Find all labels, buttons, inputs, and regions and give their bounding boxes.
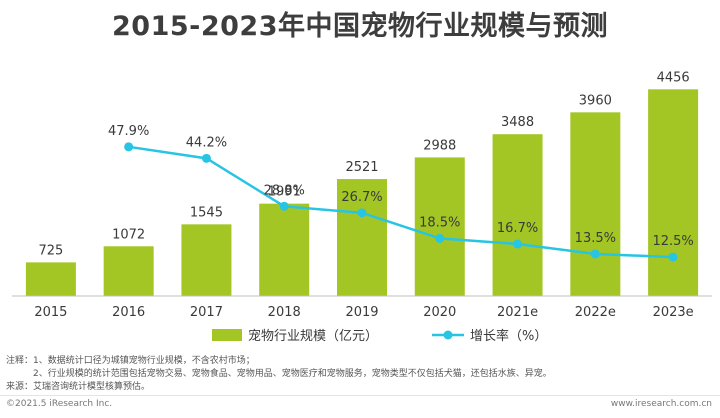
growth-label-2022e: 13.5%: [575, 231, 616, 246]
bar-2020: [414, 157, 465, 296]
legend: 宠物行业规模（亿元） 增长率（%）: [212, 328, 547, 344]
x-axis-tick-labels: 2015 2016 2017 2018 2019 2020 2021e 2022e 2023e: [34, 305, 693, 320]
bar-label-2021e: 3488: [501, 115, 534, 130]
footer-copyright: ©2021.5 iResearch Inc.: [6, 399, 113, 409]
bar-label-2023e: 4456: [657, 70, 690, 85]
growth-point-2016: [124, 142, 134, 152]
bar-2018: [259, 203, 310, 296]
growth-point-2018: [279, 201, 289, 211]
bar-2017: [181, 224, 232, 296]
legend-line-label: 增长率（%）: [470, 328, 547, 344]
footer-website: www.iresearch.com.cn: [610, 399, 712, 409]
bar-label-2020: 2988: [423, 138, 456, 153]
x-tick-2021e: 2021e: [497, 305, 538, 320]
x-tick-2018: 2018: [268, 305, 301, 320]
bar-series: [25, 89, 699, 297]
bar-2019: [337, 179, 387, 296]
growth-rate-line: [128, 145, 674, 259]
growth-point-2019: [357, 208, 367, 218]
growth-point-2017: [201, 153, 211, 163]
x-tick-2015: 2015: [34, 305, 67, 320]
legend-bar-label: 宠物行业规模（亿元）: [248, 328, 378, 344]
x-tick-2017: 2017: [190, 305, 223, 320]
note-line-1: 注释：1、数据统计口径为城镇宠物行业规模，不含农村市场；: [6, 356, 255, 366]
growth-point-2020: [435, 233, 445, 243]
bar-label-2019: 2521: [345, 160, 378, 175]
growth-point-2023e: [668, 252, 678, 262]
growth-label-2021e: 16.7%: [497, 221, 538, 236]
x-tick-2016: 2016: [112, 305, 145, 320]
legend-bar-swatch: [212, 329, 242, 341]
growth-label-2019: 26.7%: [341, 190, 382, 205]
legend-line-marker: [443, 330, 453, 340]
x-tick-2022e: 2022e: [575, 305, 616, 320]
bar-2015: [25, 262, 76, 296]
bar-label-2018: 1991: [268, 185, 301, 200]
x-tick-2020: 2020: [423, 305, 456, 320]
bar-label-2016: 1072: [112, 227, 145, 242]
growth-point-2021e: [513, 239, 523, 249]
bar-label-2015: 725: [38, 243, 63, 258]
bar-label-2022e: 3960: [579, 93, 612, 108]
growth-label-2018: 28.8%: [264, 183, 305, 198]
growth-point-2022e: [590, 249, 600, 259]
note-line-2: 2、行业规模的统计范围包括宠物交易、宠物食品、宠物用品、宠物医疗和宠物服务，宠物…: [33, 369, 552, 379]
chart-canvas: 725 1072 1545 1991 2521 2988 3488 3960 4456 2015…: [12, 70, 712, 344]
bar-value-labels: 725 1072 1545 1991 2521 2988 3488 3960 4456: [38, 70, 689, 258]
growth-label-2017: 44.2%: [186, 135, 227, 150]
bar-2021e: [492, 134, 543, 296]
growth-rate-labels: 47.9% 44.2% 28.8% 26.7% 18.5% 16.7% 13.5% 12.5%: [108, 124, 694, 249]
bar-2016: [103, 246, 154, 296]
notes-section: 注释：1、数据统计口径为城镇宠物行业规模，不含农村市场； 2、行业规模的统计范围…: [6, 355, 714, 394]
source-line: 来源：艾瑞咨询统计模型核算预估。: [6, 382, 151, 392]
bar-2023e: [648, 89, 699, 296]
growth-label-2023e: 12.5%: [652, 234, 693, 249]
bar-label-2017: 1545: [190, 205, 223, 220]
bar-2022e: [570, 112, 621, 297]
growth-label-2016: 47.9%: [108, 124, 149, 139]
growth-label-2020: 18.5%: [419, 215, 460, 230]
footer-divider: [0, 395, 720, 396]
chart-title: 2015-2023年中国宠物行业规模与预测: [112, 11, 608, 42]
growth-rate-points: [124, 142, 678, 262]
x-tick-2023e: 2023e: [653, 305, 694, 320]
x-tick-2019: 2019: [345, 305, 378, 320]
